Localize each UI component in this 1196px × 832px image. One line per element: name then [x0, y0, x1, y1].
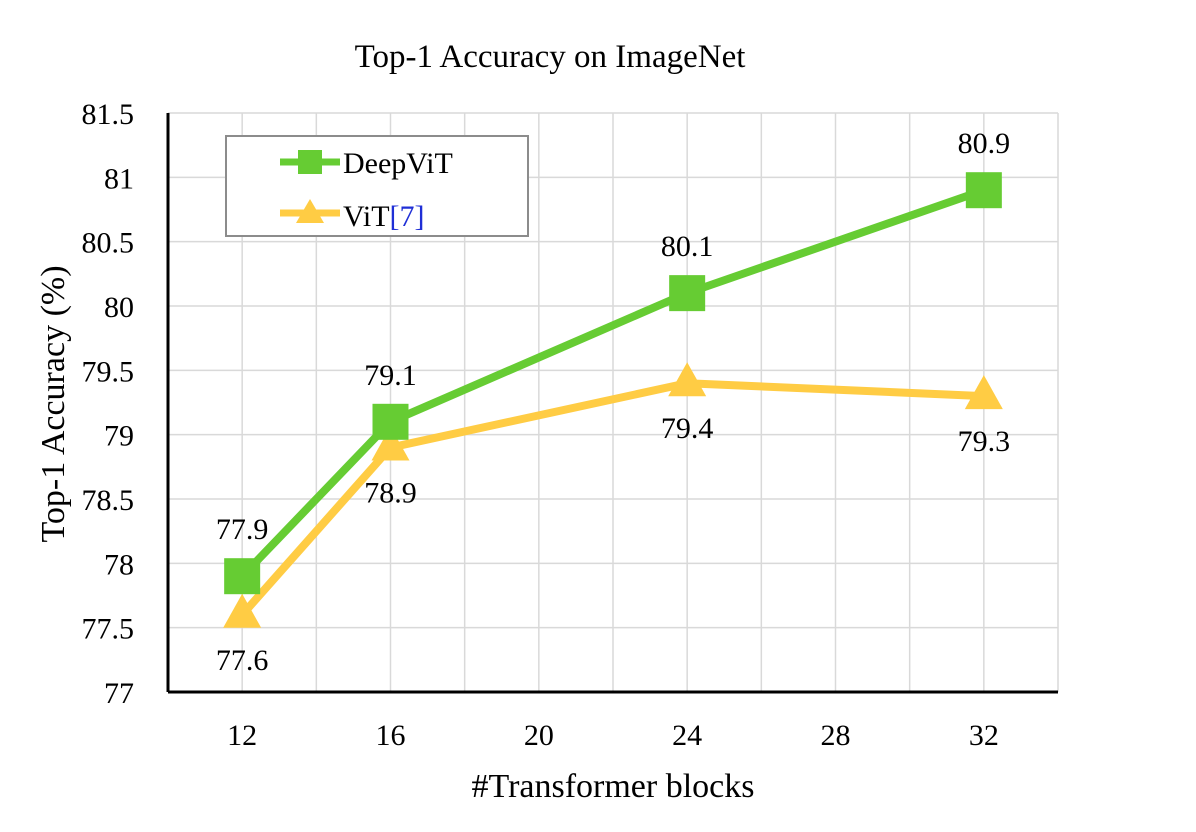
y-tick-label: 77 — [104, 677, 134, 710]
data-label-vit: 77.6 — [216, 644, 269, 677]
chart-title: Top-1 Accuracy on ImageNet — [355, 39, 746, 75]
data-label-vit: 79.4 — [661, 412, 714, 445]
data-label-deepvit: 80.9 — [958, 127, 1011, 160]
legend-marker-deepvit — [298, 150, 322, 174]
y-tick-label: 80 — [104, 291, 134, 324]
data-point-vit — [964, 375, 1003, 410]
y-tick-label: 77.5 — [82, 613, 135, 646]
data-point-vit — [371, 426, 410, 461]
legend-label-vit: ViT[7] — [343, 200, 425, 233]
legend-marker-vit — [296, 199, 324, 223]
data-point-deepvit — [372, 403, 409, 440]
x-axis-label: #Transformer blocks — [472, 768, 755, 805]
legend-label-deepvit: DeepViT — [343, 147, 453, 180]
x-tick-label: 16 — [376, 719, 406, 752]
x-tick-label: 24 — [672, 719, 702, 752]
x-tick-label: 12 — [227, 719, 257, 752]
data-labels: 77.6 78.9 79.4 79.3 77.9 79.1 80.1 80.9 — [216, 127, 1010, 677]
y-tick-label: 80.5 — [82, 227, 135, 260]
x-tick-label: 28 — [821, 719, 851, 752]
y-tick-label: 81 — [104, 162, 134, 195]
data-label-deepvit: 79.1 — [364, 359, 417, 392]
data-label-vit: 79.3 — [958, 425, 1011, 458]
data-label-vit: 78.9 — [364, 477, 417, 510]
x-tick-label: 32 — [969, 719, 999, 752]
x-tick-label: 20 — [524, 719, 554, 752]
data-point-deepvit — [224, 558, 261, 595]
y-tick-label: 81.5 — [82, 98, 135, 131]
legend: DeepViT ViT[7] — [225, 135, 529, 237]
data-label-deepvit: 77.9 — [216, 513, 269, 546]
axes — [166, 113, 1058, 694]
y-tick-label: 78 — [104, 548, 134, 581]
legend-entry-deepvit: DeepViT — [280, 147, 453, 180]
y-tick-label: 79 — [104, 420, 134, 453]
x-tick-labels: 12 16 20 24 28 32 — [227, 719, 999, 752]
legend-label-vit-name: ViT — [343, 200, 390, 233]
data-label-deepvit: 80.1 — [661, 230, 714, 263]
series-line-vit — [239, 379, 985, 618]
legend-entry-vit: ViT[7] — [280, 199, 425, 233]
y-tick-label: 78.5 — [82, 484, 135, 517]
series-group — [223, 172, 1003, 628]
legend-box — [225, 135, 529, 237]
y-axis-label: Top-1 Accuracy (%) — [35, 265, 72, 542]
y-tick-label: 79.5 — [82, 355, 135, 388]
data-point-deepvit — [965, 172, 1002, 209]
legend-citation-vit: [7] — [390, 200, 425, 233]
data-point-vit — [223, 593, 262, 628]
data-point-deepvit — [669, 275, 706, 312]
y-tick-labels: 77 77.5 78 78.5 79 79.5 80 80.5 81 81.5 — [82, 98, 135, 710]
data-point-vit — [668, 362, 707, 397]
series-line-deepvit — [239, 186, 986, 579]
